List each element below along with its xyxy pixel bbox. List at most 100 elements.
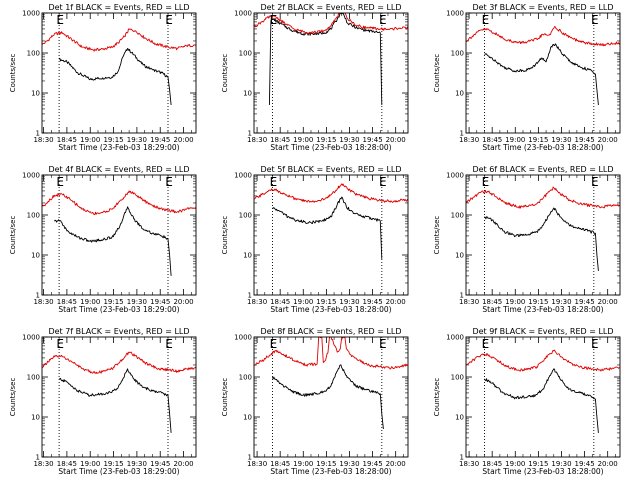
y-tick-label: 1: [248, 292, 252, 300]
detector-panel: Det 7f BLACK = Events, RED = LLD Counts/s…: [9, 327, 197, 476]
x-tick-label: 19:00: [80, 298, 100, 306]
panel-frame: [253, 12, 409, 134]
detector-panel: Det 9f BLACK = Events, RED = LLD Counts/s…: [433, 327, 621, 476]
eclipse-label: E: [379, 175, 387, 189]
y-tick-label: 1: [36, 454, 40, 462]
x-tick-label: 18:45: [270, 298, 290, 306]
y-tick-label: 100: [27, 50, 40, 58]
x-tick-label: 19:15: [316, 460, 336, 468]
x-tick-label: 19:30: [127, 298, 147, 306]
detector-panel: Det 8f BLACK = Events, RED = LLD Counts/s…: [221, 327, 409, 476]
y-tick-label: 100: [239, 50, 252, 58]
y-tick-label: 1: [248, 454, 252, 462]
plot-area: [254, 337, 408, 457]
panel-title: Det 3f BLACK = Events, RED = LLD: [472, 3, 613, 12]
x-tick-label: 19:30: [127, 460, 147, 468]
x-tick-label: 19:45: [574, 460, 594, 468]
plot-area: [466, 13, 620, 133]
x-tick-label: 19:15: [103, 460, 123, 468]
eclipse-label: E: [270, 13, 278, 27]
y-tick-label: 10: [243, 90, 252, 98]
x-tick-label: 19:30: [551, 298, 571, 306]
y-tick-label: 1000: [446, 172, 464, 180]
events-series-line: [484, 368, 599, 433]
x-tick-label: 18:30: [33, 460, 53, 468]
events-series-line: [484, 207, 599, 271]
x-tick-label: 20:00: [598, 460, 618, 468]
y-tick-label: 100: [239, 374, 252, 382]
x-tick-label: 20:00: [173, 460, 193, 468]
x-tick-label: 19:30: [339, 298, 359, 306]
x-tick-label: 19:00: [293, 460, 313, 468]
eclipse-label: E: [591, 337, 599, 351]
x-tick-label: 19:45: [150, 460, 170, 468]
y-axis-label: Counts/sec: [433, 216, 441, 255]
y-axis-label: Counts/sec: [221, 54, 229, 93]
y-tick-label: 1: [36, 292, 40, 300]
plot-area: [42, 337, 196, 457]
y-tick-label: 1: [36, 130, 40, 138]
eclipse-label: E: [165, 175, 173, 189]
y-tick-label: 100: [239, 212, 252, 220]
y-tick-label: 1000: [234, 172, 252, 180]
y-tick-label: 10: [243, 414, 252, 422]
eclipse-label: E: [379, 13, 387, 27]
panel-frame: [41, 12, 197, 134]
plot-area: [42, 175, 196, 295]
plot-area: [42, 13, 196, 133]
y-tick-label: 100: [27, 374, 40, 382]
x-tick-label: 19:45: [574, 136, 594, 144]
eclipse-label: E: [591, 13, 599, 27]
y-tick-label: 10: [455, 252, 464, 260]
x-tick-label: 18:30: [33, 298, 53, 306]
x-tick-label: 19:15: [103, 298, 123, 306]
lld-series-line: [254, 13, 408, 34]
x-tick-label: 19:00: [80, 136, 100, 144]
y-tick-label: 1000: [234, 334, 252, 342]
x-tick-label: 19:00: [505, 460, 525, 468]
panel-frame: [465, 174, 621, 296]
x-tick-label: 19:45: [362, 136, 382, 144]
panel-title: Det 2f BLACK = Events, RED = LLD: [260, 3, 401, 12]
x-tick-label: 19:00: [293, 298, 313, 306]
x-tick-label: 20:00: [386, 136, 406, 144]
x-tick-label: 20:00: [386, 460, 406, 468]
eclipse-label: E: [56, 13, 64, 27]
x-tick-label: 20:00: [173, 298, 193, 306]
y-tick-label: 1000: [446, 334, 464, 342]
lld-series-line: [466, 349, 620, 372]
x-tick-label: 20:00: [598, 298, 618, 306]
detector-panel: Det 6f BLACK = Events, RED = LLD Counts/s…: [433, 165, 621, 314]
events-series-line: [268, 13, 383, 106]
x-tick-label: 19:00: [505, 136, 525, 144]
y-axis-label: Counts/sec: [9, 216, 17, 255]
y-axis-label: Counts/sec: [221, 216, 229, 255]
x-tick-label: 19:00: [80, 460, 100, 468]
x-tick-label: 18:30: [247, 136, 267, 144]
x-tick-label: 20:00: [173, 136, 193, 144]
panel-frame: [465, 336, 621, 458]
x-tick-label: 18:45: [270, 136, 290, 144]
x-tick-label: 18:45: [482, 136, 502, 144]
y-axis-label: Counts/sec: [9, 54, 17, 93]
y-axis-label: Counts/sec: [433, 378, 441, 417]
y-tick-label: 100: [451, 374, 464, 382]
panel-frame: [41, 174, 197, 296]
y-tick-label: 10: [243, 252, 252, 260]
x-tick-label: 19:30: [551, 460, 571, 468]
eclipse-label: E: [56, 175, 64, 189]
lld-series-line: [254, 183, 408, 203]
x-tick-label: 20:00: [386, 298, 406, 306]
x-tick-label: 19:30: [339, 460, 359, 468]
eclipse-label: E: [482, 13, 490, 27]
x-axis-label: Start Time (23-Feb-03 18:29:00): [58, 305, 179, 314]
panel-frame: [253, 174, 409, 296]
panel-title: Det 4f BLACK = Events, RED = LLD: [48, 165, 189, 174]
y-tick-label: 100: [27, 212, 40, 220]
y-tick-label: 1000: [446, 10, 464, 18]
x-tick-label: 18:45: [57, 136, 77, 144]
x-tick-label: 18:30: [247, 460, 267, 468]
x-axis-label: Start Time (23-Feb-03 18:28:00): [270, 143, 391, 152]
x-tick-label: 19:15: [103, 136, 123, 144]
